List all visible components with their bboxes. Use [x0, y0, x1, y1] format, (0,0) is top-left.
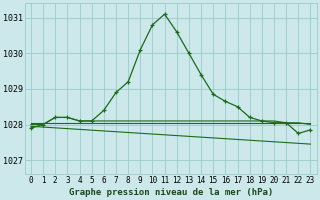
- X-axis label: Graphe pression niveau de la mer (hPa): Graphe pression niveau de la mer (hPa): [68, 188, 273, 197]
